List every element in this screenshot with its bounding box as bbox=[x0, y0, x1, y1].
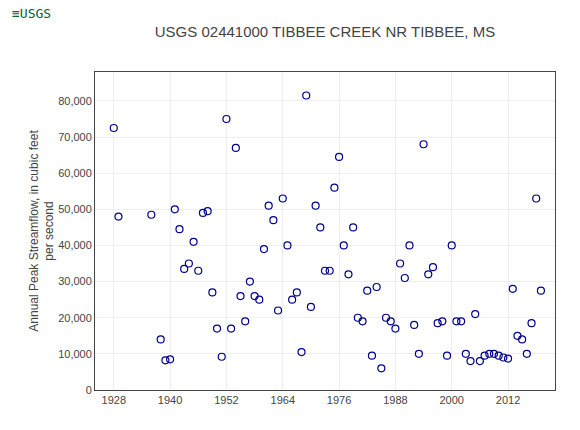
svg-text:10,000: 10,000 bbox=[58, 348, 92, 360]
svg-text:60,000: 60,000 bbox=[58, 167, 92, 179]
svg-text:20,000: 20,000 bbox=[58, 312, 92, 324]
svg-text:2012: 2012 bbox=[496, 394, 520, 406]
svg-text:1940: 1940 bbox=[158, 394, 182, 406]
svg-text:1988: 1988 bbox=[383, 394, 407, 406]
svg-text:40,000: 40,000 bbox=[58, 239, 92, 251]
svg-text:80,000: 80,000 bbox=[58, 95, 92, 107]
svg-text:1952: 1952 bbox=[214, 394, 238, 406]
svg-text:30,000: 30,000 bbox=[58, 275, 92, 287]
svg-text:≡USGS: ≡USGS bbox=[12, 6, 51, 21]
svg-text:1976: 1976 bbox=[327, 394, 351, 406]
svg-text:50,000: 50,000 bbox=[58, 203, 92, 215]
svg-text:1964: 1964 bbox=[271, 394, 295, 406]
svg-text:70,000: 70,000 bbox=[58, 131, 92, 143]
svg-text:0: 0 bbox=[86, 384, 92, 396]
svg-text:Annual Peak Streamflow, in cub: Annual Peak Streamflow, in cubic feetper… bbox=[27, 130, 57, 332]
svg-text:1928: 1928 bbox=[102, 394, 126, 406]
svg-text:2000: 2000 bbox=[439, 394, 463, 406]
svg-text:USGS 02441000 TIBBEE CREEK NR: USGS 02441000 TIBBEE CREEK NR TIBBEE, MS bbox=[155, 23, 495, 40]
